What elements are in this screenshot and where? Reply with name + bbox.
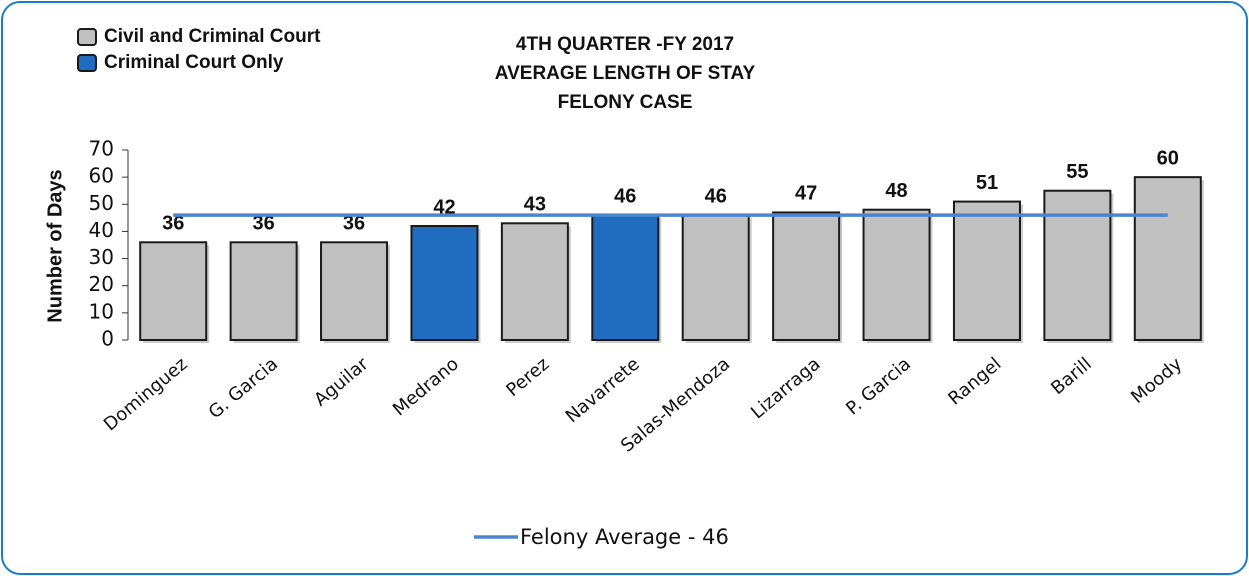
y-tick-label: 20 bbox=[89, 272, 114, 296]
bar bbox=[320, 241, 389, 342]
data-label: 42 bbox=[433, 196, 455, 218]
chart-title: 4TH QUARTER -FY 2017 bbox=[516, 34, 734, 55]
y-tick-label: 10 bbox=[89, 299, 114, 323]
bar bbox=[410, 225, 479, 341]
data-label: 46 bbox=[614, 185, 636, 207]
chart-title: AVERAGE LENGTH OF STAY bbox=[495, 63, 756, 84]
legend-swatch bbox=[77, 54, 97, 72]
bar bbox=[591, 214, 660, 341]
data-label: 36 bbox=[162, 213, 184, 235]
data-label: 51 bbox=[976, 172, 998, 194]
bar bbox=[139, 241, 208, 342]
data-label: 36 bbox=[253, 213, 275, 235]
legend-label: Felony Average - 46 bbox=[520, 525, 729, 549]
bar bbox=[229, 241, 298, 342]
bar bbox=[681, 214, 750, 341]
data-label: 43 bbox=[524, 194, 546, 216]
data-label: 48 bbox=[885, 180, 907, 202]
bar bbox=[952, 200, 1021, 341]
y-tick-label: 0 bbox=[101, 327, 114, 351]
chart-title: FELONY CASE bbox=[558, 92, 693, 113]
data-label: 47 bbox=[795, 183, 817, 205]
data-label: 36 bbox=[343, 213, 365, 235]
y-tick-label: 70 bbox=[89, 137, 114, 161]
legend-swatch bbox=[77, 28, 97, 46]
bar bbox=[862, 208, 931, 341]
bar bbox=[500, 222, 569, 342]
data-label: 46 bbox=[705, 185, 727, 207]
data-label: 60 bbox=[1157, 147, 1179, 169]
y-axis-title: Number of Days bbox=[44, 169, 66, 322]
legend-label: Civil and Criminal Court bbox=[104, 26, 321, 47]
y-tick-label: 40 bbox=[89, 218, 114, 242]
bar bbox=[1133, 176, 1202, 341]
y-tick-label: 60 bbox=[89, 164, 114, 188]
data-label: 55 bbox=[1066, 161, 1088, 183]
y-tick-label: 50 bbox=[89, 191, 114, 215]
y-tick-label: 30 bbox=[89, 245, 114, 269]
bar bbox=[1043, 189, 1112, 341]
legend-label: Criminal Court Only bbox=[104, 52, 284, 73]
bar bbox=[772, 211, 841, 341]
